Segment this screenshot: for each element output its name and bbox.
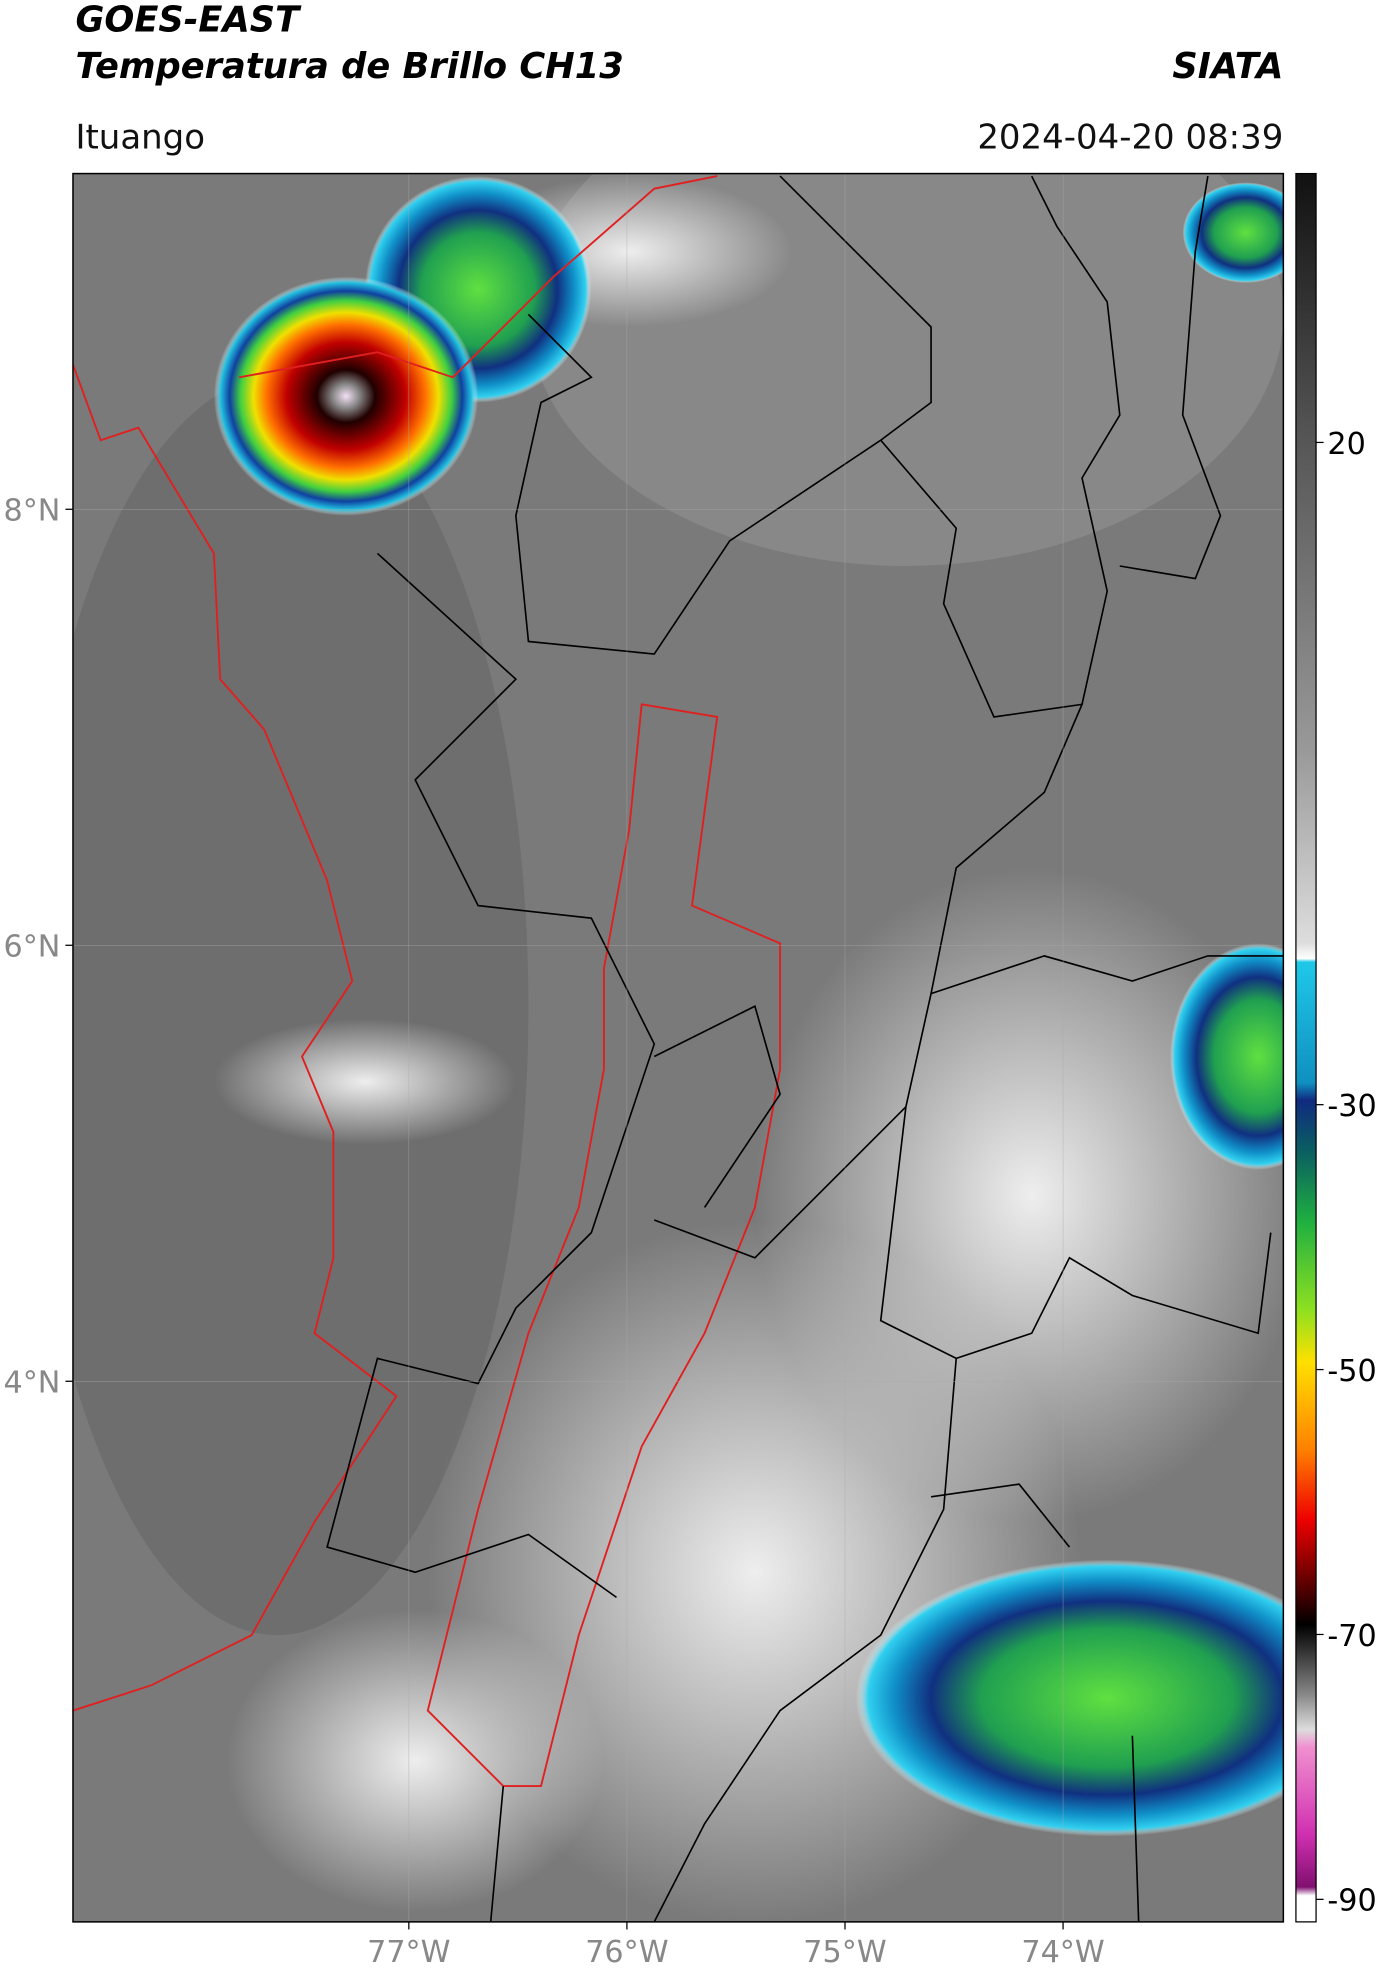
y-tick-label: 8°N xyxy=(3,494,60,529)
location: Ituango xyxy=(75,117,205,157)
x-tick-label: 76°W xyxy=(585,1935,668,1970)
colorbar-tick-label: -30 xyxy=(1327,1089,1376,1124)
x-tick-label: 74°W xyxy=(1021,1935,1104,1970)
y-tick-label: 6°N xyxy=(3,930,60,965)
datetime: 2024-04-20 08:39 xyxy=(977,117,1283,157)
colorbar-tick-label: -90 xyxy=(1327,1884,1376,1919)
colorbar xyxy=(1295,172,1317,1923)
x-tick-label: 77°W xyxy=(367,1935,450,1970)
colorbar-tick-label: -50 xyxy=(1327,1354,1376,1389)
subtitle: Temperatura de Brillo CH13 xyxy=(75,46,623,87)
title: GOES-EAST xyxy=(75,0,302,40)
imagery xyxy=(72,173,1284,1922)
map-frame xyxy=(72,172,1285,1923)
y-tick-label: 4°N xyxy=(3,1366,60,1401)
source: SIATA xyxy=(1172,46,1283,87)
colorbar-tick-label: 20 xyxy=(1327,427,1365,462)
x-tick-label: 75°W xyxy=(803,1935,886,1970)
colorbar-tick-label: -70 xyxy=(1327,1619,1376,1654)
